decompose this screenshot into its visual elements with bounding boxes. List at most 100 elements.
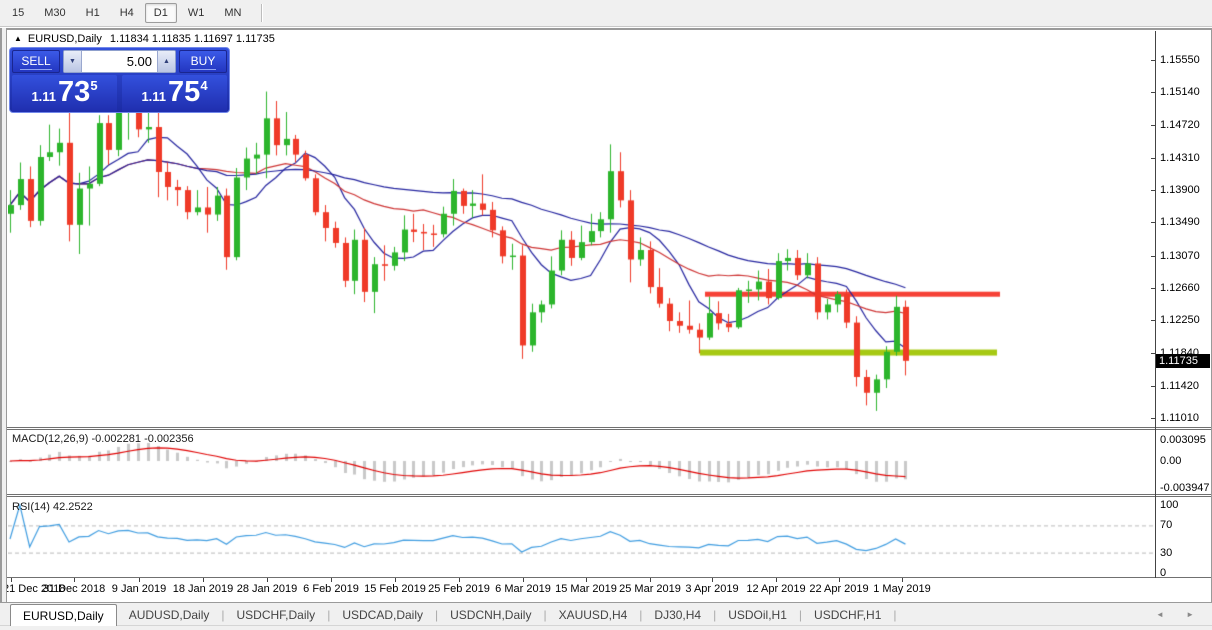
rsi-indicator-canvas[interactable] <box>8 497 1155 577</box>
date-label: 15 Feb 2019 <box>364 583 426 595</box>
current-price-tag: 1.11735 <box>1156 353 1210 368</box>
volume-decrease-icon[interactable]: ▼ <box>64 51 82 72</box>
timeframe-button-m30[interactable]: M30 <box>44 7 66 19</box>
macd-axis-label: -0.003947 <box>1160 481 1210 494</box>
date-label: 21 Dec 2018 <box>3 583 66 595</box>
macd-axis-label: 0.00 <box>1160 455 1182 467</box>
buy-price-pip: 4 <box>200 78 208 93</box>
price-axis-label: 1.12660 <box>1160 281 1200 294</box>
date-tick <box>776 578 777 582</box>
tab-separator: | <box>435 607 439 622</box>
buy-price-prefix: 1.11 <box>141 89 167 104</box>
date-label: 15 Mar 2019 <box>555 583 617 595</box>
timeframe-button-w1[interactable]: W1 <box>187 7 205 19</box>
price-axis-label: 1.11420 <box>1160 379 1199 392</box>
date-label: 22 Apr 2019 <box>809 583 869 595</box>
symbol-tab-audusd-daily[interactable]: AUDUSD,Daily <box>128 608 210 622</box>
macd-indicator-canvas[interactable] <box>8 430 1155 494</box>
axis-tick <box>1151 418 1155 419</box>
pane-bottom-border <box>1 577 1211 578</box>
sell-price-display[interactable]: 1.11 73 5 <box>12 75 117 112</box>
rsi-axis-label: 30 <box>1160 546 1173 559</box>
date-label: 3 Apr 2019 <box>685 583 739 595</box>
date-tick <box>267 578 268 582</box>
tab-scroll-arrows[interactable]: ◄ ► <box>1155 609 1204 619</box>
ohlc-values: 1.11834 1.11835 1.11697 1.11735 <box>109 33 275 45</box>
pane-divider[interactable] <box>1 427 1211 430</box>
date-tick <box>139 578 140 582</box>
pane-divider[interactable] <box>1 494 1211 497</box>
rsi-axis-label: 70 <box>1160 519 1173 532</box>
date-label: 6 Mar 2019 <box>495 583 551 595</box>
date-tick <box>586 578 587 582</box>
tab-separator: | <box>543 607 547 622</box>
date-axis[interactable]: 21 Dec 2018 31 Dec 2018 9 Jan 2019 18 Jan 2… <box>1 578 1211 602</box>
sell-price-prefix: 1.11 <box>31 89 57 104</box>
date-label: 25 Mar 2019 <box>619 583 681 595</box>
timeframe-button-15[interactable]: 15 <box>12 7 25 19</box>
symbol-title: EURUSD,Daily <box>27 33 102 45</box>
sell-price-main: 73 <box>58 76 91 108</box>
tab-separator: | <box>893 607 897 622</box>
rsi-label: RSI(14) 42.2522 <box>12 501 93 513</box>
price-axis-label: 1.13490 <box>1160 216 1200 229</box>
symbol-tab-usdcad-daily[interactable]: USDCAD,Daily <box>342 608 423 622</box>
volume-stepper: ▼ 5.00 ▲ <box>63 50 176 73</box>
tab-separator: | <box>327 607 331 622</box>
price-axis-label: 1.14720 <box>1160 119 1200 132</box>
timeframe-button-h4[interactable]: H4 <box>119 7 134 19</box>
macd-axis-label: 0.003095 <box>1160 433 1206 446</box>
date-tick <box>712 578 713 582</box>
chart-title: ▲ EURUSD,Daily 1.11834 1.11835 1.11697 1.1… <box>14 33 275 45</box>
axis-tick <box>1151 222 1155 224</box>
buy-button[interactable]: BUY <box>179 50 227 73</box>
timeframe-button-mn[interactable]: MN <box>224 7 242 19</box>
tab-separator: | <box>221 607 225 622</box>
axis-tick <box>1151 352 1155 354</box>
date-tick <box>459 578 460 582</box>
timeframe-toolbar: 15 M30 H1 H4 D1 W1 MN <box>0 0 1212 27</box>
axis-tick <box>1151 60 1155 61</box>
volume-increase-icon[interactable]: ▲ <box>157 51 175 72</box>
price-axis-label: 1.14310 <box>1160 151 1200 164</box>
date-tick <box>650 578 651 582</box>
rsi-axis-label: 100 <box>1160 499 1179 511</box>
axis-tick <box>1151 125 1155 127</box>
symbol-tab-usdcnh-daily[interactable]: USDCNH,Daily <box>450 608 532 622</box>
status-bar <box>0 625 1212 630</box>
timeframe-button-d1[interactable]: D1 <box>144 3 177 23</box>
axis-tick <box>1151 190 1155 192</box>
symbol-tab-eurusd-daily[interactable]: EURUSD,Daily <box>10 604 117 626</box>
sell-button[interactable]: SELL <box>12 50 60 73</box>
buy-price-main: 75 <box>168 76 201 108</box>
symbol-tab-usdchf-h1[interactable]: USDCHF,H1 <box>814 608 882 622</box>
axis-tick <box>1151 385 1155 387</box>
date-tick <box>11 578 12 582</box>
axis-tick <box>1151 255 1155 257</box>
date-tick <box>523 578 524 582</box>
date-label: 9 Jan 2019 <box>111 583 167 595</box>
price-axis-label: 1.15550 <box>1160 54 1200 66</box>
toolbar-separator <box>261 4 263 22</box>
axis-tick <box>1151 320 1155 322</box>
date-label: 28 Jan 2019 <box>236 583 298 595</box>
collapse-triangle-icon[interactable]: ▲ <box>14 34 22 43</box>
symbol-tab-usdoil-h1[interactable]: USDOil,H1 <box>728 608 787 622</box>
date-label: 31 Dec 2018 <box>42 583 106 595</box>
symbol-tab-usdchf-daily[interactable]: USDCHF,Daily <box>236 608 316 622</box>
one-click-trading-panel: SELL ▼ 5.00 ▲ BUY 1.11 73 5 1.11 75 4 <box>9 47 230 113</box>
date-label: 12 Apr 2019 <box>746 583 806 595</box>
buy-price-display[interactable]: 1.11 75 4 <box>122 75 227 112</box>
symbol-tab-dj30-h4[interactable]: DJ30,H4 <box>654 608 702 622</box>
timeframe-button-h1[interactable]: H1 <box>85 7 100 19</box>
price-axis-label: 1.11010 <box>1160 412 1199 424</box>
volume-input[interactable]: 5.00 <box>82 51 157 72</box>
chart-window-left-frame <box>0 28 7 602</box>
date-label: 1 May 2019 <box>873 583 931 595</box>
tab-separator: | <box>639 607 643 622</box>
date-tick <box>331 578 332 582</box>
date-tick <box>74 578 75 582</box>
axis-tick <box>1151 92 1155 94</box>
tab-separator: | <box>798 607 803 622</box>
symbol-tab-xauusd-h4[interactable]: XAUUSD,H4 <box>558 608 628 622</box>
